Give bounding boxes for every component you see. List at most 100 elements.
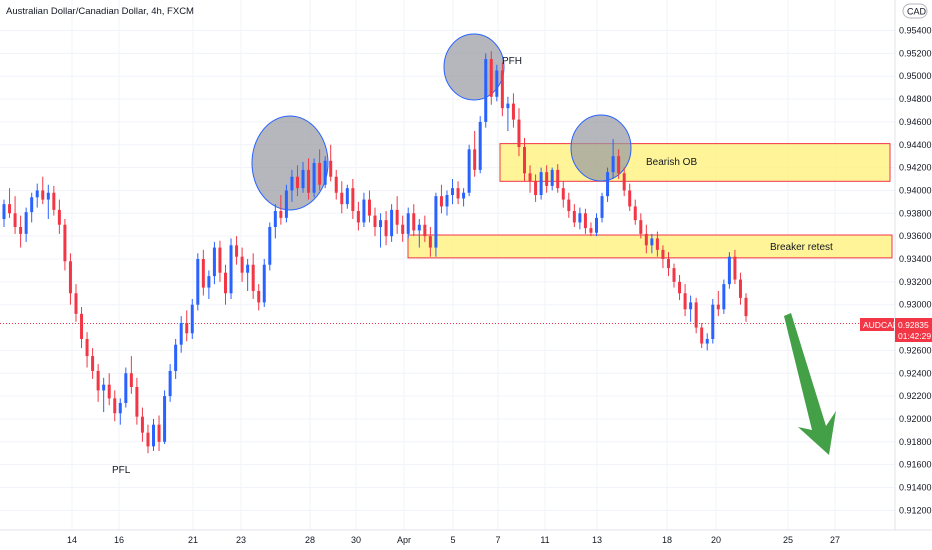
candle[interactable]	[13, 196, 17, 234]
candle[interactable]	[589, 222, 593, 237]
candle[interactable]	[611, 139, 615, 180]
candle[interactable]	[63, 219, 67, 271]
candle[interactable]	[102, 377, 106, 413]
candle[interactable]	[716, 290, 720, 317]
candle[interactable]	[251, 253, 255, 299]
candle[interactable]	[68, 253, 72, 305]
candle[interactable]	[129, 356, 133, 394]
candle[interactable]	[661, 245, 665, 269]
candle[interactable]	[406, 207, 410, 239]
candle[interactable]	[334, 169, 338, 200]
candle[interactable]	[401, 215, 405, 242]
candle[interactable]	[456, 181, 460, 205]
candle[interactable]	[489, 51, 493, 105]
candle[interactable]	[650, 233, 654, 254]
candle[interactable]	[146, 424, 150, 454]
candle[interactable]	[52, 185, 56, 216]
candle[interactable]	[229, 238, 233, 299]
candle[interactable]	[528, 165, 532, 193]
candle[interactable]	[107, 373, 111, 406]
candle[interactable]	[628, 183, 632, 212]
candle[interactable]	[550, 167, 554, 191]
candle[interactable]	[617, 149, 621, 180]
candle[interactable]	[96, 364, 100, 402]
candle[interactable]	[523, 137, 527, 182]
candle[interactable]	[212, 241, 216, 285]
candle[interactable]	[268, 222, 272, 271]
candle[interactable]	[655, 231, 659, 257]
candle[interactable]	[672, 263, 676, 288]
candle[interactable]	[705, 333, 709, 351]
candle[interactable]	[57, 199, 61, 234]
candle[interactable]	[179, 316, 183, 353]
candle[interactable]	[185, 310, 189, 342]
candle[interactable]	[362, 192, 366, 228]
candle[interactable]	[201, 249, 205, 296]
candle[interactable]	[284, 184, 288, 223]
candle[interactable]	[379, 213, 383, 248]
price-axis[interactable]: 0.95400 0.95200 0.95000 0.94800 0.94600 0.944…	[894, 0, 932, 530]
candle[interactable]	[412, 204, 416, 237]
candle[interactable]	[46, 184, 50, 220]
candle[interactable]	[567, 192, 571, 218]
candle[interactable]	[85, 332, 89, 368]
candle[interactable]	[235, 236, 239, 265]
candle[interactable]	[19, 215, 23, 248]
candle[interactable]	[711, 298, 715, 344]
candle[interactable]	[240, 247, 244, 282]
candle[interactable]	[473, 131, 477, 177]
candle[interactable]	[80, 306, 84, 349]
candle[interactable]	[417, 219, 421, 248]
candle[interactable]	[207, 270, 211, 299]
candle[interactable]	[24, 207, 28, 242]
candle[interactable]	[74, 284, 78, 322]
candle[interactable]	[367, 190, 371, 223]
candle[interactable]	[727, 252, 731, 289]
candle[interactable]	[152, 418, 156, 451]
candle[interactable]	[373, 207, 377, 237]
candle[interactable]	[733, 249, 737, 285]
candle[interactable]	[689, 295, 693, 322]
candle[interactable]	[495, 64, 499, 102]
candle[interactable]	[91, 348, 95, 379]
candle[interactable]	[445, 190, 449, 216]
candle[interactable]	[462, 188, 466, 207]
candle[interactable]	[135, 377, 139, 425]
candle[interactable]	[168, 364, 172, 402]
candle[interactable]	[384, 211, 388, 246]
candle[interactable]	[556, 164, 560, 193]
candle[interactable]	[600, 192, 604, 223]
candle[interactable]	[428, 227, 432, 257]
candle[interactable]	[478, 116, 482, 174]
candle[interactable]	[246, 259, 250, 291]
candle[interactable]	[218, 240, 222, 282]
candle[interactable]	[345, 184, 349, 209]
candle[interactable]	[700, 322, 704, 349]
candle[interactable]	[113, 390, 117, 422]
candle[interactable]	[484, 53, 488, 128]
candle[interactable]	[561, 181, 565, 208]
candle[interactable]	[35, 183, 39, 208]
candle[interactable]	[694, 297, 698, 334]
candle[interactable]	[140, 407, 144, 442]
candle[interactable]	[8, 188, 12, 218]
candle[interactable]	[644, 224, 648, 254]
candle[interactable]	[606, 167, 610, 202]
candle[interactable]	[683, 284, 687, 317]
candle[interactable]	[118, 398, 122, 425]
candle[interactable]	[633, 199, 637, 225]
candle[interactable]	[583, 208, 587, 234]
candle[interactable]	[174, 338, 178, 379]
candle[interactable]	[434, 192, 438, 257]
currency-badge[interactable]: CAD	[902, 3, 928, 19]
candle[interactable]	[323, 156, 327, 189]
candle[interactable]	[190, 298, 194, 339]
candle[interactable]	[340, 181, 344, 214]
candle[interactable]	[395, 196, 399, 234]
candle[interactable]	[257, 284, 261, 311]
candle[interactable]	[262, 259, 266, 307]
candle[interactable]	[273, 204, 277, 239]
candle[interactable]	[517, 108, 521, 157]
candle[interactable]	[738, 272, 742, 305]
